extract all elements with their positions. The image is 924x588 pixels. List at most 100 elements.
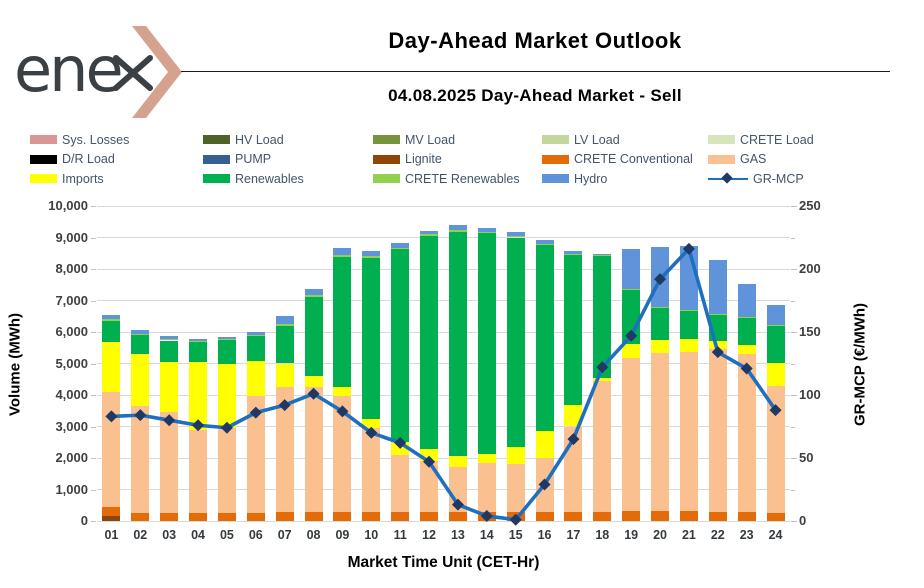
gridline: [97, 363, 790, 364]
bar-20-imports: [651, 339, 670, 354]
bar-19-crete-renewables: [622, 288, 641, 290]
legend-swatch-icon: [30, 135, 57, 145]
legend-item-crete-conventional: CRETE Conventional: [542, 152, 708, 166]
bar-04-crete-conventional: [189, 513, 208, 521]
gr-mcp-marker-02: [134, 409, 147, 422]
bar-07-imports: [275, 363, 294, 388]
bar-15-hydro: [506, 231, 525, 236]
bar-09-crete-renewables: [333, 255, 352, 257]
bar-12-crete-renewables: [420, 234, 439, 236]
bar-06-imports: [246, 360, 265, 396]
gr-mcp-marker-05: [220, 421, 233, 434]
bar-10-hydro: [362, 251, 381, 257]
legend-swatch-icon: [30, 154, 57, 164]
x-tick-label-15: 15: [508, 528, 523, 542]
bar-19-crete-conventional: [622, 510, 641, 521]
x-tick-label-02: 02: [133, 528, 148, 542]
x-tick-label-12: 12: [422, 528, 437, 542]
bar-17-hydro: [564, 251, 583, 254]
legend-swatch-icon: [203, 174, 230, 184]
bar-22-gas: [708, 349, 727, 512]
bar-01-renewables: [102, 321, 121, 343]
page-subtitle: 04.08.2025 Day-Ahead Market - Sell: [388, 86, 682, 105]
legend-swatch-icon: [542, 174, 569, 184]
bar-18-hydro: [593, 253, 612, 256]
legend-swatch-icon: [203, 135, 230, 145]
legend-item-gr-mcp: GR-MCP: [708, 172, 904, 186]
bar-12-gas: [420, 461, 439, 512]
right-tick-mark: [791, 332, 797, 333]
legend-label: GR-MCP: [753, 171, 804, 186]
bar-07-hydro: [275, 316, 294, 324]
bar-01-crete-conventional: [102, 507, 121, 517]
gr-mcp-marker-19: [625, 329, 638, 342]
bar-04-imports: [189, 361, 208, 430]
x-tick-label-08: 08: [306, 528, 321, 542]
legend-swatch-icon: [542, 154, 569, 164]
logo-x-chevron-icon: [113, 26, 182, 118]
right-tick-mark: [791, 237, 795, 239]
right-tick-mark: [791, 363, 795, 365]
gr-mcp-marker-18: [596, 361, 609, 374]
bar-03-renewables: [160, 340, 179, 362]
gridline: [97, 205, 790, 207]
legend-swatch-icon: [542, 135, 569, 145]
legend-item-crete-load: CRETE Load: [708, 133, 904, 147]
bar-15-imports: [506, 446, 525, 465]
bar-21-gas: [679, 352, 698, 511]
gr-mcp-marker-16: [538, 478, 551, 491]
right-tick-mark: [791, 426, 795, 428]
bar-22-hydro: [708, 260, 727, 315]
legend-label: Renewables: [235, 171, 304, 186]
left-tick-mark: [91, 332, 96, 333]
left-tick-mark: [91, 206, 96, 207]
bar-03-gas: [160, 411, 179, 514]
bar-21-crete-conventional: [679, 510, 698, 521]
bar-05-renewables: [217, 339, 236, 364]
bar-06-hydro: [246, 332, 265, 336]
gr-mcp-marker-10: [365, 426, 378, 439]
legend-label: GAS: [740, 152, 767, 167]
bar-13-hydro: [448, 224, 467, 230]
bar-02-crete-renewables: [131, 333, 150, 336]
legend-swatch-icon: [373, 135, 400, 145]
bar-14-hydro: [477, 227, 496, 232]
bar-20-renewables: [651, 307, 670, 340]
bar-16-crete-renewables: [535, 243, 554, 245]
gr-mcp-marker-09: [336, 405, 349, 418]
bar-06-crete-renewables: [246, 335, 265, 337]
left-tick-mark: [91, 489, 96, 491]
right-tick-label: 150: [799, 324, 821, 339]
bar-01-lignite: [102, 516, 121, 521]
left-tick-mark: [91, 458, 96, 459]
gr-mcp-marker-07: [278, 399, 291, 412]
legend-item-d-r-load: D/R Load: [30, 152, 203, 166]
legend-label: Hydro: [574, 171, 608, 186]
bar-18-crete-renewables: [593, 255, 612, 257]
x-tick-label-21: 21: [681, 528, 696, 542]
gr-mcp-line: [105, 242, 782, 526]
bar-10-imports: [362, 418, 381, 429]
x-tick-label-18: 18: [595, 528, 610, 542]
bar-11-hydro: [391, 243, 410, 248]
bar-02-gas: [131, 405, 150, 514]
x-tick-label-01: 01: [104, 528, 119, 542]
bar-01-gas: [102, 391, 121, 508]
gr-mcp-marker-04: [192, 419, 205, 432]
legend-swatch-icon: [708, 135, 735, 145]
bar-05-crete-renewables: [217, 338, 236, 340]
gridline: [97, 300, 790, 301]
bar-02-hydro: [131, 330, 150, 334]
logo-text: ene: [14, 33, 124, 106]
gridline: [97, 457, 790, 459]
bar-01-imports: [102, 342, 121, 392]
legend-swatch-icon: [373, 174, 400, 184]
legend-label: MV Load: [405, 132, 456, 147]
bar-24-renewables: [766, 325, 785, 363]
legend-item-pump: PUMP: [203, 152, 373, 166]
bar-14-renewables: [477, 233, 496, 454]
gr-mcp-marker-13: [451, 498, 464, 511]
bar-04-crete-renewables: [189, 341, 208, 343]
gr-mcp-marker-21: [682, 242, 695, 255]
bar-14-crete-renewables: [477, 231, 496, 234]
